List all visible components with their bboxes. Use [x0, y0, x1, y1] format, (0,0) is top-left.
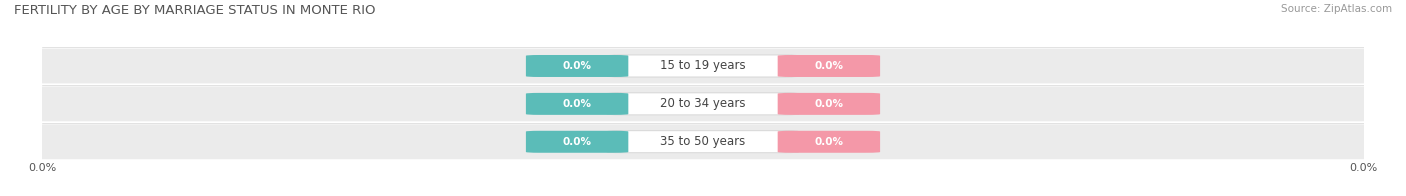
- Text: 0.0%: 0.0%: [814, 137, 844, 147]
- FancyBboxPatch shape: [778, 131, 880, 153]
- FancyBboxPatch shape: [607, 93, 799, 115]
- Text: 15 to 19 years: 15 to 19 years: [661, 60, 745, 73]
- FancyBboxPatch shape: [778, 93, 880, 115]
- Text: 0.0%: 0.0%: [562, 137, 592, 147]
- FancyBboxPatch shape: [20, 124, 1386, 159]
- FancyBboxPatch shape: [20, 49, 1386, 83]
- Text: 0.0%: 0.0%: [814, 99, 844, 109]
- Text: FERTILITY BY AGE BY MARRIAGE STATUS IN MONTE RIO: FERTILITY BY AGE BY MARRIAGE STATUS IN M…: [14, 4, 375, 17]
- Text: Source: ZipAtlas.com: Source: ZipAtlas.com: [1281, 4, 1392, 14]
- FancyBboxPatch shape: [526, 93, 628, 115]
- FancyBboxPatch shape: [526, 131, 628, 153]
- Text: 20 to 34 years: 20 to 34 years: [661, 97, 745, 110]
- Text: 0.0%: 0.0%: [814, 61, 844, 71]
- Text: 0.0%: 0.0%: [562, 61, 592, 71]
- FancyBboxPatch shape: [607, 55, 799, 77]
- FancyBboxPatch shape: [607, 131, 799, 153]
- FancyBboxPatch shape: [526, 55, 628, 77]
- Text: 35 to 50 years: 35 to 50 years: [661, 135, 745, 148]
- FancyBboxPatch shape: [20, 86, 1386, 121]
- FancyBboxPatch shape: [778, 55, 880, 77]
- Text: 0.0%: 0.0%: [562, 99, 592, 109]
